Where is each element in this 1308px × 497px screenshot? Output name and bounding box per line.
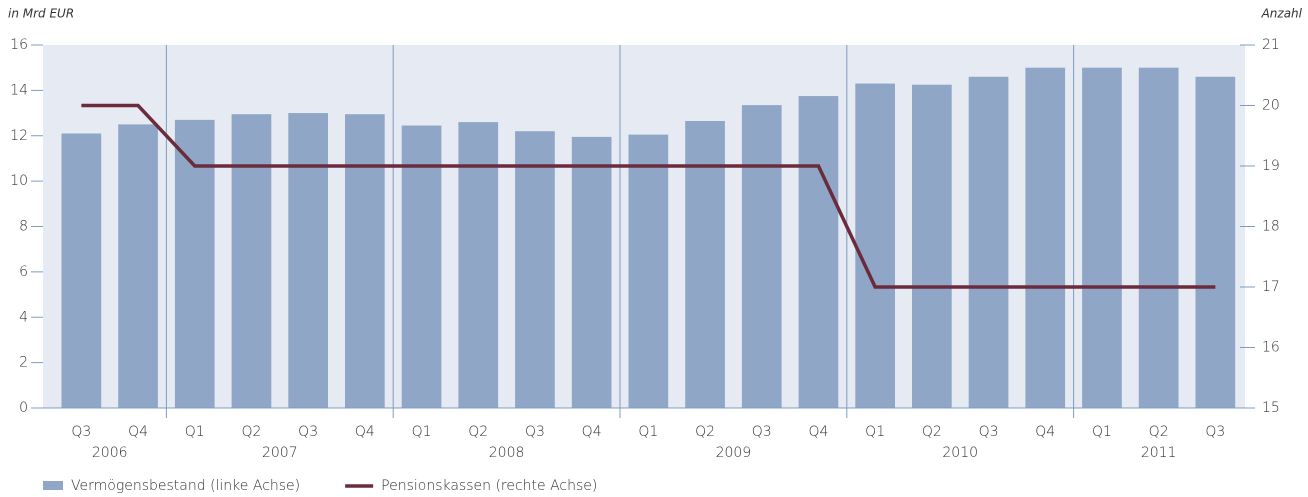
x-tick-label: Q2 — [468, 424, 488, 440]
legend-label: Pensionskassen (rechte Achse) — [381, 478, 597, 494]
y-tick-label: 12 — [10, 128, 28, 144]
legend-label: Vermögensbestand (linke Achse) — [71, 478, 300, 494]
y2-tick-label: 15 — [1262, 400, 1280, 416]
y2-tick-label: 18 — [1262, 219, 1280, 235]
bar — [628, 134, 669, 408]
x-tick-label: Q2 — [922, 424, 942, 440]
bar — [61, 133, 102, 408]
group-label: 2006 — [92, 445, 128, 461]
y-tick-label: 6 — [19, 264, 28, 280]
legend-swatch — [43, 481, 63, 490]
bar — [798, 96, 839, 408]
bar — [1082, 67, 1122, 408]
bar — [288, 113, 328, 408]
y-tick-label: 2 — [19, 355, 28, 371]
y-axis-label: in Mrd EUR — [8, 7, 74, 21]
x-tick-label: Q4 — [128, 424, 148, 440]
bar — [118, 124, 158, 408]
x-tick-label: Q4 — [1035, 424, 1055, 440]
x-tick-label: Q3 — [525, 424, 545, 440]
bar — [1138, 67, 1179, 408]
bar — [401, 125, 442, 409]
y2-tick-label: 20 — [1262, 98, 1280, 114]
y2-tick-label: 16 — [1262, 340, 1280, 356]
x-tick-label: Q1 — [865, 424, 885, 440]
x-tick-label: Q1 — [185, 424, 205, 440]
y-tick-label: 14 — [10, 82, 28, 98]
y-tick-label: 0 — [19, 400, 28, 416]
x-tick-label: Q1 — [1092, 424, 1112, 440]
y-tick-label: 4 — [19, 309, 28, 325]
x-tick-label: Q3 — [71, 424, 91, 440]
group-label: 2008 — [489, 445, 525, 461]
x-tick-label: Q3 — [1205, 424, 1225, 440]
y2-tick-label: 21 — [1262, 37, 1280, 53]
x-tick-label: Q1 — [638, 424, 658, 440]
bar — [174, 119, 215, 409]
x-tick-label: Q3 — [298, 424, 318, 440]
x-tick-label: Q3 — [979, 424, 999, 440]
group-label: 2010 — [942, 445, 978, 461]
bar — [458, 122, 499, 408]
bar — [515, 131, 555, 408]
y2-tick-label: 19 — [1262, 158, 1280, 174]
bar — [231, 114, 272, 409]
x-tick-label: Q2 — [695, 424, 715, 440]
y2-tick-label: 17 — [1262, 279, 1280, 295]
x-tick-label: Q2 — [1149, 424, 1169, 440]
bar — [685, 121, 725, 409]
x-tick-label: Q4 — [808, 424, 828, 440]
x-tick-label: Q2 — [241, 424, 261, 440]
bar — [1025, 67, 1066, 408]
bar — [968, 76, 1009, 408]
group-label: 2007 — [262, 445, 298, 461]
y2-axis-label: Anzahl — [1261, 7, 1303, 21]
group-label: 2009 — [716, 445, 752, 461]
y-tick-label: 16 — [10, 37, 28, 53]
bar — [912, 84, 952, 408]
bar — [1195, 76, 1236, 408]
x-tick-label: Q3 — [752, 424, 772, 440]
group-label: 2011 — [1141, 445, 1177, 461]
bar — [855, 83, 895, 408]
x-tick-label: Q4 — [355, 424, 375, 440]
bar — [571, 136, 612, 408]
x-tick-label: Q1 — [412, 424, 432, 440]
y-tick-label: 8 — [19, 219, 28, 235]
y-tick-label: 10 — [10, 173, 28, 189]
line — [81, 103, 1216, 289]
x-tick-label: Q4 — [582, 424, 602, 440]
bar — [741, 105, 782, 408]
bar — [345, 114, 385, 409]
